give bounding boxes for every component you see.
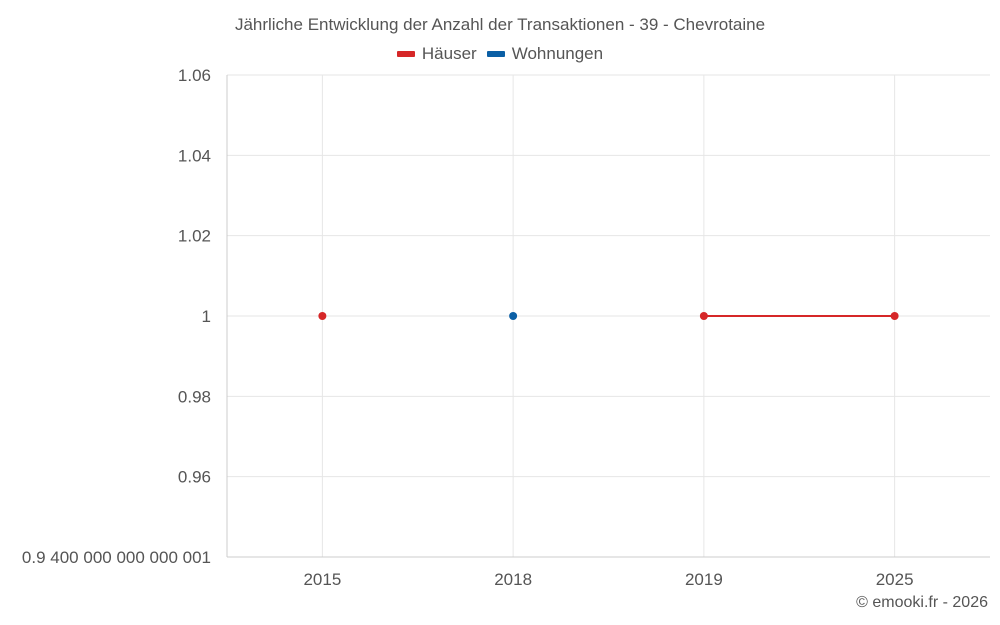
legend-swatch-haeuser (396, 51, 415, 57)
legend-item-wohnungen[interactable]: Wohnungen (486, 44, 604, 64)
grid-lines (227, 74, 990, 557)
legend-item-haeuser[interactable]: Häuser (396, 44, 477, 64)
legend-label-wohnungen: Wohnungen (511, 44, 604, 63)
data-point-haeuser[interactable] (699, 312, 708, 320)
series-points (318, 312, 899, 320)
x-tick-label: 2015 (303, 570, 341, 589)
legend-swatch-wohnungen (486, 51, 505, 57)
axes (226, 75, 990, 558)
credit-text: © emooki.fr - 2026 (856, 594, 988, 611)
y-tick-label: 1.02 (178, 227, 211, 246)
legend-label-haeuser: Häuser (421, 44, 477, 63)
y-tick-label: 1 (202, 307, 211, 326)
y-tick-label: 1.06 (178, 66, 211, 85)
y-tick-label: 0.96 (178, 468, 211, 487)
y-tick-label: 0.9 400 000 000 000 001 (22, 548, 211, 567)
chart-title: Jährliche Entwicklung der Anzahl der Tra… (234, 15, 766, 34)
y-tick-label: 1.04 (178, 146, 211, 165)
x-axis-labels: 2015 2018 2019 2025 (303, 570, 913, 589)
x-tick-label: 2019 (685, 570, 723, 589)
y-axis-labels: 1.06 1.04 1.02 1 0.98 0.96 0.9 400 000 000 000… (22, 66, 211, 567)
y-tick-label: 0.98 (178, 387, 211, 406)
x-tick-label: 2025 (876, 570, 914, 589)
data-point-haeuser[interactable] (318, 312, 327, 320)
data-point-haeuser[interactable] (890, 312, 899, 320)
chart-legend: Häuser Wohnungen (0, 44, 1000, 64)
x-tick-label: 2018 (494, 570, 532, 589)
data-point-wohnungen[interactable] (509, 312, 518, 320)
